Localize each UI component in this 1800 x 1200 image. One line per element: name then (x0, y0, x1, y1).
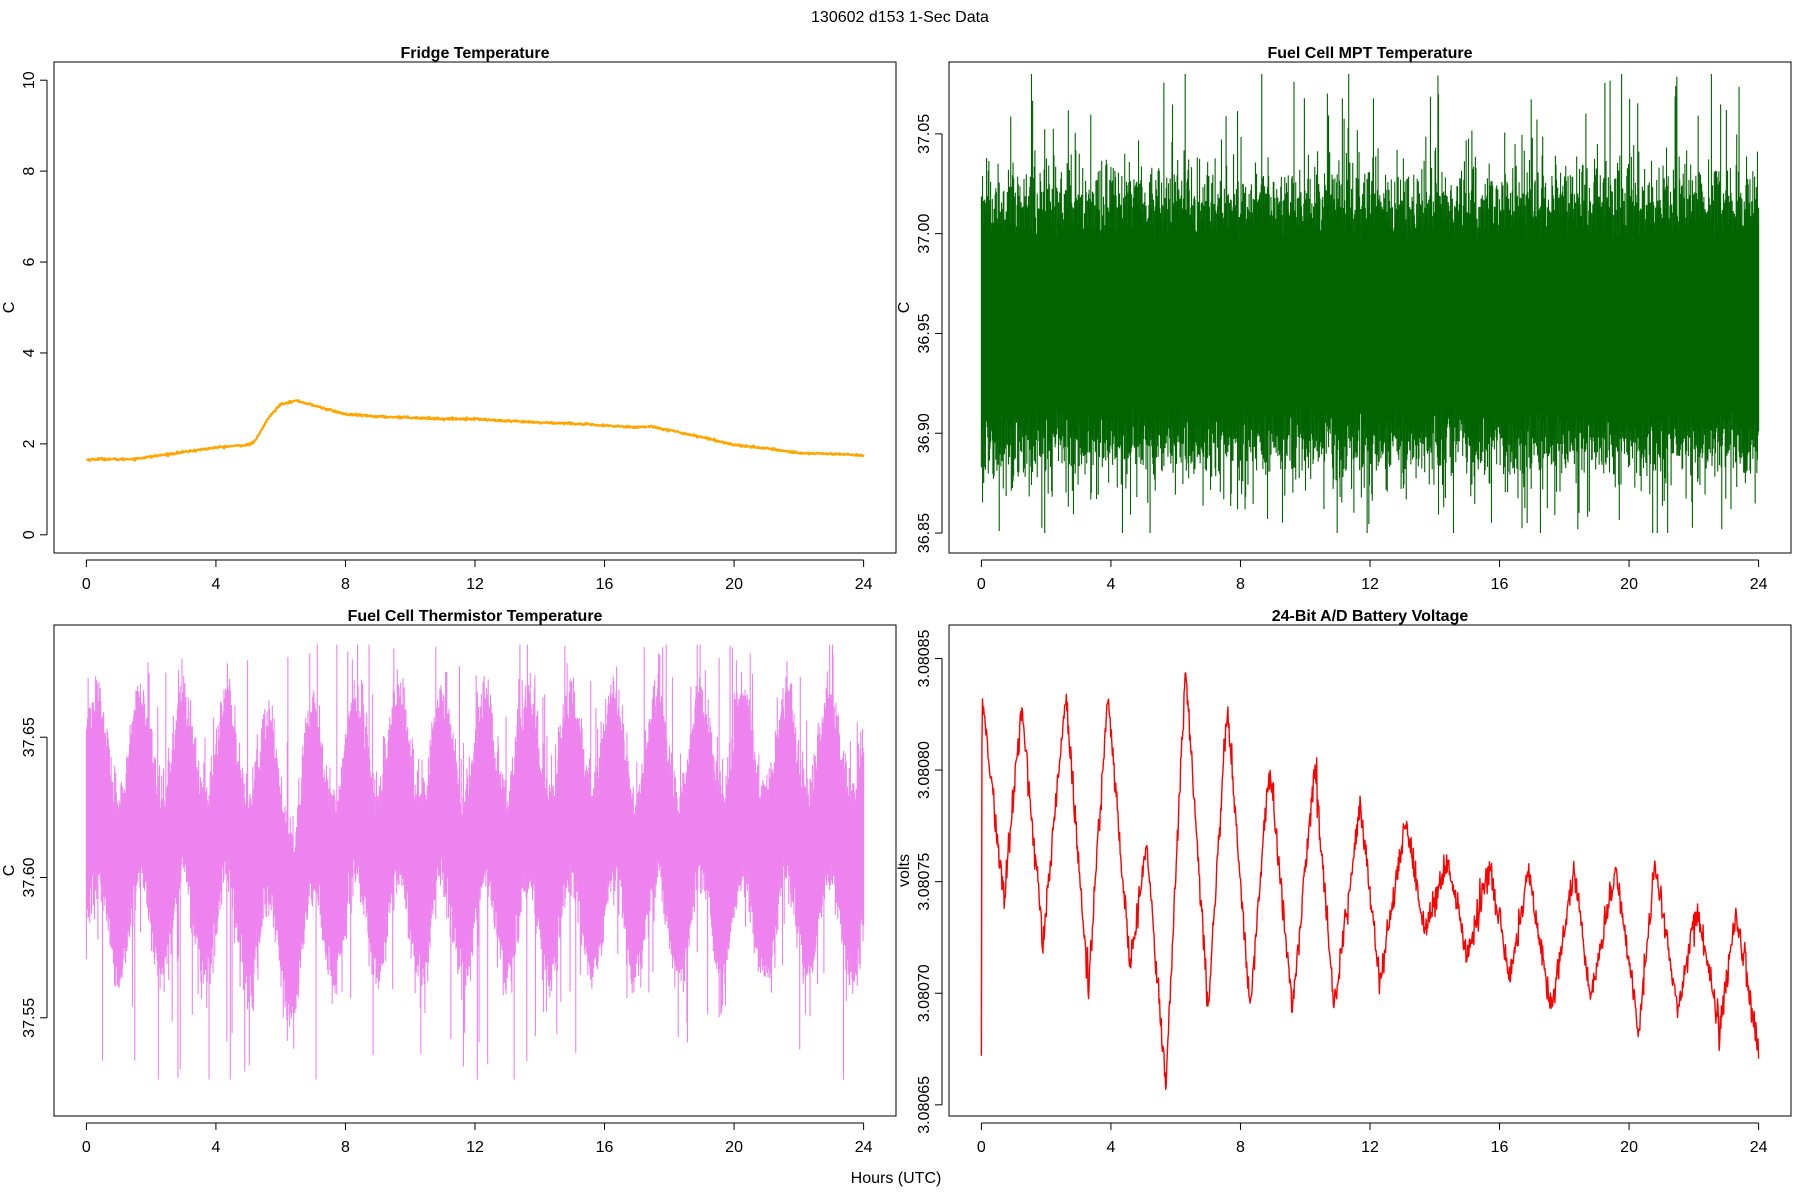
series-line-fridge (85, 399, 865, 462)
panel-battery-ylabel: volts (896, 854, 913, 887)
x-tick-label: 16 (1491, 576, 1509, 593)
y-tick-label: 37.55 (21, 998, 38, 1038)
y-tick-label: 37.60 (21, 857, 38, 897)
panel-thermistor-title: Fuel Cell Thermistor Temperature (348, 608, 603, 625)
shared-x-axis-label: Hours (UTC) (851, 1170, 942, 1187)
x-tick-label: 0 (82, 576, 91, 593)
y-tick-label: 3.08080 (916, 741, 933, 799)
x-tick-label: 0 (82, 1139, 91, 1156)
x-tick-label: 24 (855, 576, 873, 593)
panel-mpt-frame (948, 61, 1792, 554)
series-core-mpt (981, 246, 1759, 401)
panel-thermistor-ylabel: C (1, 865, 18, 877)
x-tick-label: 12 (1361, 1139, 1379, 1156)
series-line-battery (980, 672, 1760, 1090)
panel-battery-frame (948, 624, 1792, 1117)
x-tick-label: 4 (211, 576, 220, 593)
x-tick-label: 12 (1361, 576, 1379, 593)
thermistor-axes: 0 4 8 12 16 20 24 37.55 37.60 37.65 (21, 717, 873, 1156)
x-tick-label: 8 (341, 1139, 350, 1156)
y-tick-label: 37.65 (21, 717, 38, 757)
x-tick-label: 12 (466, 1139, 484, 1156)
y-tick-label: 8 (21, 167, 38, 176)
x-tick-label: 4 (1106, 1139, 1115, 1156)
x-tick-label: 16 (596, 1139, 614, 1156)
y-tick-label: 36.85 (916, 513, 933, 553)
y-tick-label: 36.90 (916, 413, 933, 453)
x-tick-label: 16 (596, 576, 614, 593)
y-tick-label: 37.00 (916, 214, 933, 254)
thermistor-plot-area (85, 644, 865, 1080)
panel-battery-title: 24-Bit A/D Battery Voltage (1272, 608, 1469, 625)
x-tick-label: 0 (977, 1139, 986, 1156)
mpt-axes: 0 4 8 12 16 20 24 36.85 36.90 36.95 37.00 37.05 (916, 114, 1768, 593)
y-tick-label: 3.08065 (916, 1076, 933, 1134)
y-tick-label: 3.08070 (916, 964, 933, 1022)
x-tick-label: 24 (855, 1139, 873, 1156)
figure-title: 130602 d153 1-Sec Data (811, 9, 989, 26)
x-tick-label: 12 (466, 576, 484, 593)
battery-plot-area (980, 672, 1760, 1090)
x-tick-label: 0 (977, 576, 986, 593)
mpt-plot-area (980, 73, 1760, 534)
y-tick-label: 0 (21, 530, 38, 539)
y-tick-label: 2 (21, 439, 38, 448)
series-band-thermistor (85, 644, 865, 1080)
x-tick-label: 20 (1620, 1139, 1638, 1156)
x-tick-label: 24 (1750, 1139, 1768, 1156)
fridge-plot-area (85, 399, 865, 462)
x-tick-label: 20 (725, 576, 743, 593)
y-tick-label: 4 (21, 348, 38, 357)
x-tick-label: 8 (1236, 576, 1245, 593)
panel-mpt: Fuel Cell MPT Temperature C 0 4 8 12 16 20 24 3… (896, 45, 1792, 593)
x-tick-label: 8 (1236, 1139, 1245, 1156)
panel-fridge-title: Fridge Temperature (400, 45, 549, 62)
battery-axes: 0 4 8 12 16 20 24 3.08065 3.08070 3.08075 3.08080 3… (916, 629, 1768, 1156)
panel-mpt-ylabel: C (896, 302, 913, 314)
panel-thermistor: Fuel Cell Thermistor Temperature C 0 4 8 12… (1, 608, 897, 1156)
panel-fridge-frame (53, 61, 897, 554)
x-tick-label: 4 (211, 1139, 220, 1156)
panel-fridge-ylabel: C (1, 302, 18, 314)
x-tick-label: 16 (1491, 1139, 1509, 1156)
y-tick-label: 3.08075 (916, 853, 933, 911)
panel-mpt-title: Fuel Cell MPT Temperature (1267, 45, 1472, 62)
y-tick-label: 10 (21, 71, 38, 89)
x-tick-label: 24 (1750, 576, 1768, 593)
y-tick-label: 3.08085 (916, 629, 933, 687)
panel-thermistor-frame (53, 624, 897, 1117)
y-tick-label: 37.05 (916, 114, 933, 154)
y-tick-label: 6 (21, 257, 38, 266)
y-tick-label: 36.95 (916, 313, 933, 353)
x-tick-label: 4 (1106, 576, 1115, 593)
panel-battery: 24-Bit A/D Battery Voltage volts 0 4 8 12 16… (896, 608, 1792, 1156)
x-tick-label: 8 (341, 576, 350, 593)
x-tick-label: 20 (1620, 576, 1638, 593)
x-tick-label: 20 (725, 1139, 743, 1156)
